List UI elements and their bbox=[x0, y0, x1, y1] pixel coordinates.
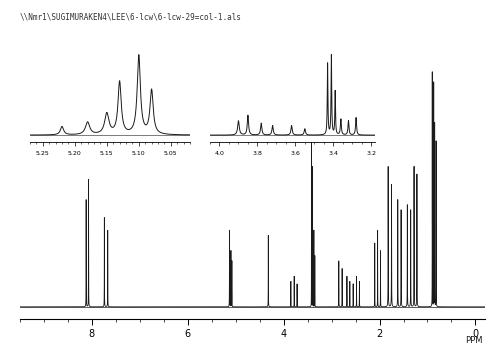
Text: \\Nmr1\SUGIMURAKEN4\LEE\6-lcw\6-lcw-29=col-1.als: \\Nmr1\SUGIMURAKEN4\LEE\6-lcw\6-lcw-29=c… bbox=[20, 13, 242, 22]
Text: PPM: PPM bbox=[465, 336, 482, 345]
